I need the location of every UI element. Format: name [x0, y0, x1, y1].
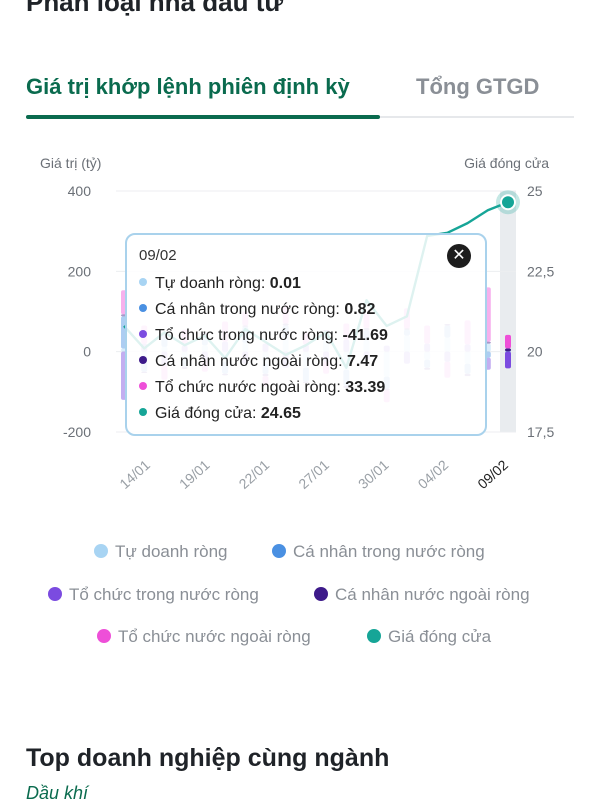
tooltip-row: Cá nhân trong nước ròng: 0.82 — [139, 301, 375, 323]
industry-link[interactable]: Dầu khí — [26, 783, 89, 803]
legend-item-proprietary[interactable]: Tự doanh ròng — [94, 542, 228, 562]
legend-item-domestic-individual[interactable]: Cá nhân trong nước ròng — [272, 542, 485, 562]
tooltip-row: Tổ chức nước ngoài ròng: 33.39 — [139, 379, 385, 401]
right-tick-label: 25 — [527, 183, 543, 199]
tooltip-row: Cá nhân nước ngoài ròng: 7.47 — [139, 353, 378, 375]
legend-dot — [367, 628, 381, 643]
left-tick-label: -200 — [63, 424, 91, 440]
left-tick-label: 200 — [68, 263, 92, 279]
bar-segment — [505, 351, 511, 369]
tab-matched-value[interactable]: Giá trị khớp lệnh phiên định kỳ — [26, 74, 350, 99]
right-tick-label: 17,5 — [527, 424, 554, 440]
x-tick-label: 30/01 — [355, 456, 392, 491]
tooltip-dot — [139, 277, 147, 286]
legend-dot — [314, 586, 328, 601]
right-tick-label: 22,5 — [527, 263, 554, 279]
active-tab-indicator — [26, 115, 380, 119]
tab-total-trading-value[interactable]: Tổng GTGD — [416, 74, 540, 99]
legend-dot — [272, 543, 286, 558]
x-tick-label: 04/02 — [415, 456, 452, 491]
chart-tooltip: 09/02 ✕ Tự doanh ròng: 0.01 Cá nhân tron… — [125, 233, 487, 436]
x-tick-label: 14/01 — [116, 456, 153, 491]
top-companies-title: Top doanh nghiệp cùng ngành — [26, 744, 390, 772]
tooltip-date: 09/02 — [139, 247, 177, 264]
tooltip-dot — [139, 329, 147, 338]
bar-segment — [505, 334, 511, 349]
left-tick-label: 0 — [83, 344, 91, 360]
x-tick-label: 09/02 — [474, 456, 511, 491]
tooltip-dot — [139, 303, 147, 312]
legend-dot — [48, 586, 62, 601]
bar-segment — [505, 348, 511, 352]
left-tick-label: 400 — [68, 183, 92, 199]
tooltip-row: Tự doanh ròng: 0.01 — [139, 275, 301, 297]
legend-item-foreign-institution[interactable]: Tổ chức nước ngoài ròng — [97, 627, 311, 647]
close-price-point — [500, 194, 516, 211]
right-axis-title: Giá đóng cửa — [464, 155, 549, 171]
legend-dot — [94, 543, 108, 558]
x-tick-label: 27/01 — [295, 456, 332, 491]
tooltip-dot — [139, 355, 147, 364]
x-tick-label: 22/01 — [236, 456, 273, 491]
legend-dot — [97, 628, 111, 643]
selected-session-band — [500, 191, 516, 432]
tooltip-dot — [139, 381, 147, 390]
tooltip-row: Giá đóng cửa: 24.65 — [139, 405, 301, 427]
legend-item-domestic-institution[interactable]: Tổ chức trong nước ròng — [48, 585, 259, 605]
legend-item-close-price[interactable]: Giá đóng cửa — [367, 627, 491, 647]
tooltip-dot — [139, 407, 147, 416]
right-tick-label: 20 — [527, 344, 543, 360]
section-title: Phân loại nhà đầu tư — [26, 0, 284, 17]
tooltip-row: Tổ chức trong nước ròng: -41.69 — [139, 327, 388, 349]
legend-item-foreign-individual[interactable]: Cá nhân nước ngoài ròng — [314, 585, 530, 605]
close-icon[interactable]: ✕ — [447, 244, 471, 268]
x-tick-label: 19/01 — [176, 456, 213, 491]
left-axis-title: Giá trị (tỷ) — [40, 155, 101, 171]
